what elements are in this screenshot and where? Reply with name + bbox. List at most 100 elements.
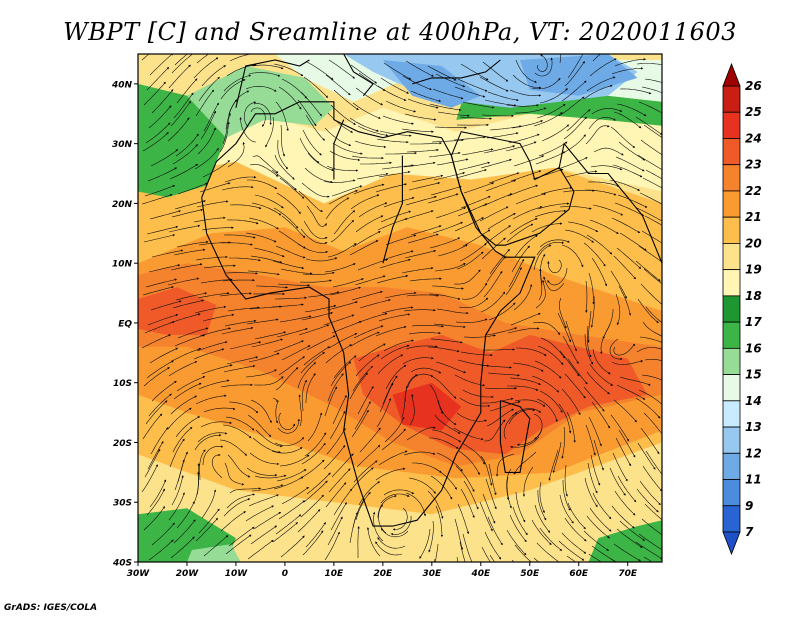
colorbar-top-arrow xyxy=(722,62,741,87)
streamline xyxy=(506,529,527,556)
colorbar: 26 25 24 23 22 21 20 19 18 17 16 15 14 13 12 11 9 7 xyxy=(722,62,762,556)
wbpt-region-9 xyxy=(187,66,334,138)
streamline xyxy=(271,169,297,191)
streamline xyxy=(616,384,646,400)
streamline xyxy=(325,197,350,220)
streamline xyxy=(175,416,201,438)
streamline xyxy=(461,148,494,156)
streamline xyxy=(219,292,252,297)
wbpt-region-13 xyxy=(382,60,481,108)
lon-tick-label: 10W xyxy=(225,569,249,579)
colorbar-segment xyxy=(722,479,741,507)
streamline xyxy=(357,386,374,415)
streamline xyxy=(326,301,358,311)
streamline xyxy=(196,341,228,352)
streamline xyxy=(278,500,306,520)
lon-tick-label: 60E xyxy=(569,569,589,579)
streamline xyxy=(539,527,563,551)
streamline xyxy=(150,427,169,455)
streamline xyxy=(503,412,518,440)
streamline xyxy=(506,104,539,107)
streamline xyxy=(142,413,163,440)
streamline xyxy=(644,359,662,362)
colorbar-label: 15 xyxy=(745,368,762,382)
streamline xyxy=(277,139,288,170)
streamline xyxy=(326,165,359,172)
streamline xyxy=(619,520,645,541)
lon-tick-label: 30W xyxy=(127,569,151,579)
streamline xyxy=(327,112,354,133)
streamline xyxy=(277,283,310,287)
streamline xyxy=(538,141,568,157)
streamline xyxy=(304,304,337,313)
colorbar-label: 16 xyxy=(745,341,762,355)
streamline xyxy=(381,306,414,314)
streamline xyxy=(485,478,497,510)
streamline xyxy=(145,400,168,425)
streamline xyxy=(303,480,328,503)
streamline xyxy=(591,401,611,429)
streamline xyxy=(433,323,466,329)
streamline xyxy=(536,241,565,256)
streamline xyxy=(591,257,607,287)
streamline xyxy=(276,327,308,338)
streamline xyxy=(455,318,488,324)
streamline xyxy=(229,341,262,350)
streamline xyxy=(143,506,165,531)
streamline xyxy=(359,427,381,453)
streamline xyxy=(357,258,389,271)
streamline xyxy=(251,484,284,492)
streamline xyxy=(558,403,572,434)
streamline xyxy=(435,73,466,88)
streamline xyxy=(302,271,335,275)
streamline xyxy=(227,141,245,168)
streamline xyxy=(197,127,216,155)
streamline xyxy=(645,450,662,478)
streamline xyxy=(297,362,316,389)
streamline xyxy=(562,189,595,193)
colorbar-segment xyxy=(722,295,741,323)
streamline xyxy=(434,263,466,272)
streamline xyxy=(637,442,656,470)
colorbar-label: 13 xyxy=(745,420,762,434)
streamline xyxy=(488,463,497,496)
coastlines xyxy=(201,54,662,527)
streamline xyxy=(566,109,591,132)
streamline xyxy=(250,107,266,127)
colorbar-label: 24 xyxy=(745,131,762,145)
streamline xyxy=(148,393,172,417)
streamline xyxy=(455,169,487,179)
streamline xyxy=(198,508,220,534)
streamline xyxy=(592,204,624,216)
streamline xyxy=(486,256,506,283)
streamline xyxy=(537,345,564,365)
streamline xyxy=(201,364,233,375)
streamline xyxy=(487,516,503,546)
streamline xyxy=(280,124,285,157)
streamline xyxy=(613,255,637,280)
streamline xyxy=(539,239,570,248)
streamline xyxy=(566,555,577,562)
streamline xyxy=(480,291,506,313)
streamline xyxy=(147,314,179,326)
streamline xyxy=(515,491,526,523)
streamline xyxy=(146,360,174,379)
streamline xyxy=(539,390,563,413)
streamline xyxy=(589,219,619,234)
streamline xyxy=(150,300,182,311)
streamline xyxy=(253,103,272,126)
wbpt-region-16 xyxy=(187,544,241,562)
streamline xyxy=(329,286,361,296)
streamline xyxy=(172,426,193,453)
streamline xyxy=(141,464,158,493)
wbpt-region-8 xyxy=(138,83,227,198)
streamline xyxy=(635,260,661,282)
streamline xyxy=(506,476,512,509)
streamline xyxy=(251,338,283,348)
streamline xyxy=(614,490,636,516)
streamline xyxy=(249,163,279,177)
streamline xyxy=(522,466,534,497)
streamline xyxy=(488,172,520,184)
streamline xyxy=(221,326,254,335)
colorbar-segment xyxy=(722,347,741,375)
